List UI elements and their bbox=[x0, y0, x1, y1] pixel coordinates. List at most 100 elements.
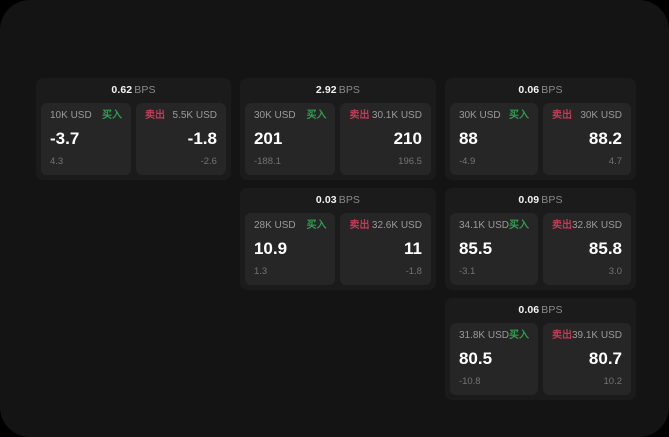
card-spread-header: 0.09 BPS bbox=[450, 194, 631, 208]
buy-side[interactable]: 30K USD 买入 88 -4.9 bbox=[449, 103, 538, 175]
quote-card[interactable]: 2.92 BPS 30K USD 买入 201 -188.1 卖出 bbox=[239, 78, 436, 180]
buy-action-label: 买入 bbox=[306, 110, 327, 121]
sell-side[interactable]: 卖出 39.1K USD 80.7 10.2 bbox=[542, 323, 631, 395]
buy-price: -3.7 bbox=[50, 129, 80, 148]
sell-delta: 196.5 bbox=[398, 156, 422, 167]
sell-delta: -2.6 bbox=[200, 156, 217, 167]
spread-unit: BPS bbox=[338, 194, 361, 206]
buy-action-label: 买入 bbox=[306, 220, 327, 231]
quote-column-2: 2.92 BPS 30K USD 买入 201 -188.1 卖出 bbox=[239, 78, 436, 388]
spread-value: 0.09 bbox=[518, 194, 540, 206]
sell-size-label: 32.6K USD bbox=[371, 220, 422, 231]
spread-value: 0.62 bbox=[111, 84, 133, 96]
sell-size-label: 30K USD bbox=[580, 110, 622, 121]
quote-card[interactable]: 0.09 BPS 34.1K USD 买入 85.5 -3.1 卖出 bbox=[444, 188, 636, 290]
buy-delta: 4.3 bbox=[50, 156, 64, 167]
buy-side[interactable]: 34.1K USD 买入 85.5 -3.1 bbox=[449, 213, 538, 285]
buy-size-label: 28K USD bbox=[253, 220, 296, 231]
buy-price: 85.5 bbox=[458, 239, 493, 258]
buy-price: 201 bbox=[253, 129, 283, 148]
card-spread-header: 0.06 BPS bbox=[450, 304, 631, 318]
sell-size-label: 30.1K USD bbox=[371, 110, 422, 121]
quote-card[interactable]: 0.06 BPS 30K USD 买入 88 -4.9 卖出 bbox=[444, 78, 636, 180]
buy-price: 88 bbox=[458, 129, 478, 148]
card-spread-header: 0.03 BPS bbox=[245, 194, 431, 208]
card-sides: 10K USD 买入 -3.7 4.3 卖出 5.5K USD -1.8 -2.… bbox=[41, 103, 226, 175]
buy-action-label: 买入 bbox=[508, 220, 529, 231]
card-spread-header: 0.62 BPS bbox=[41, 84, 226, 98]
sell-size-label: 5.5K USD bbox=[172, 110, 217, 121]
sell-price: 11 bbox=[403, 239, 422, 258]
quote-card[interactable]: 0.03 BPS 28K USD 买入 10.9 1.3 卖出 bbox=[239, 188, 436, 290]
buy-size-label: 10K USD bbox=[50, 110, 92, 121]
spread-value: 2.92 bbox=[315, 84, 337, 96]
sell-delta: -1.8 bbox=[405, 266, 422, 277]
buy-side-header: 30K USD 买入 bbox=[459, 110, 529, 122]
sell-action-label: 卖出 bbox=[551, 220, 572, 231]
quote-card[interactable]: 0.06 BPS 31.8K USD 买入 80.5 -10.8 卖出 bbox=[444, 298, 636, 400]
buy-size-label: 30K USD bbox=[253, 110, 296, 121]
sell-side[interactable]: 卖出 32.6K USD 11 -1.8 bbox=[340, 213, 431, 285]
quote-column-1: 0.62 BPS 10K USD 买入 -3.7 4.3 卖出 bbox=[36, 78, 231, 388]
sell-delta: 4.7 bbox=[608, 156, 622, 167]
buy-side-header: 31.8K USD 买入 bbox=[459, 330, 529, 342]
spread-unit: BPS bbox=[338, 84, 361, 96]
buy-side-header: 10K USD 买入 bbox=[50, 110, 122, 122]
sell-side[interactable]: 卖出 30.1K USD 210 196.5 bbox=[340, 103, 431, 175]
buy-size-label: 30K USD bbox=[458, 110, 501, 121]
sell-side-header: 卖出 30K USD bbox=[552, 110, 622, 122]
card-sides: 30K USD 买入 201 -188.1 卖出 30.1K USD 210 1… bbox=[244, 103, 431, 175]
buy-delta: -10.8 bbox=[458, 376, 481, 387]
buy-delta: -188.1 bbox=[253, 156, 281, 167]
buy-delta: -3.1 bbox=[458, 266, 476, 277]
card-sides: 28K USD 买入 10.9 1.3 卖出 32.6K USD 11 -1.8 bbox=[244, 213, 431, 285]
buy-side[interactable]: 10K USD 买入 -3.7 4.3 bbox=[41, 103, 131, 175]
sell-delta: 3.0 bbox=[608, 266, 622, 277]
card-sides: 31.8K USD 买入 80.5 -10.8 卖出 39.1K USD 80.… bbox=[449, 323, 631, 395]
sell-price: 210 bbox=[393, 129, 422, 148]
sell-side[interactable]: 卖出 30K USD 88.2 4.7 bbox=[542, 103, 631, 175]
sell-delta: 10.2 bbox=[603, 376, 623, 387]
sell-side-header: 卖出 32.8K USD bbox=[552, 220, 622, 232]
buy-action-label: 买入 bbox=[508, 110, 529, 121]
buy-price: 80.5 bbox=[458, 349, 493, 368]
sell-side-header: 卖出 5.5K USD bbox=[145, 110, 217, 122]
sell-action-label: 卖出 bbox=[551, 110, 572, 121]
sell-side[interactable]: 卖出 5.5K USD -1.8 -2.6 bbox=[135, 103, 226, 175]
sell-price: 88.2 bbox=[588, 129, 622, 148]
buy-action-label: 买入 bbox=[101, 110, 122, 121]
card-spread-header: 0.06 BPS bbox=[450, 84, 631, 98]
spread-value: 0.03 bbox=[315, 194, 337, 206]
sell-action-label: 卖出 bbox=[551, 330, 572, 341]
spread-value: 0.06 bbox=[518, 304, 540, 316]
sell-side-header: 卖出 39.1K USD bbox=[552, 330, 622, 342]
buy-side-header: 30K USD 买入 bbox=[254, 110, 326, 122]
buy-side-header: 28K USD 买入 bbox=[254, 220, 326, 232]
sell-price: -1.8 bbox=[187, 129, 217, 148]
sell-size-label: 39.1K USD bbox=[571, 330, 622, 341]
sell-action-label: 卖出 bbox=[349, 110, 370, 121]
quote-column-3: 0.06 BPS 30K USD 买入 88 -4.9 卖出 bbox=[444, 78, 636, 400]
buy-side[interactable]: 30K USD 买入 201 -188.1 bbox=[244, 103, 336, 175]
sell-action-label: 卖出 bbox=[144, 110, 165, 121]
sell-price: 80.7 bbox=[588, 349, 622, 368]
sell-size-label: 32.8K USD bbox=[571, 220, 622, 231]
buy-size-label: 31.8K USD bbox=[458, 330, 509, 341]
sell-side-header: 卖出 32.6K USD bbox=[349, 220, 421, 232]
spread-unit: BPS bbox=[541, 304, 563, 316]
card-spread-header: 2.92 BPS bbox=[245, 84, 431, 98]
spread-unit: BPS bbox=[541, 84, 563, 96]
sell-price: 85.8 bbox=[588, 239, 622, 258]
buy-delta: -4.9 bbox=[458, 156, 476, 167]
buy-side[interactable]: 28K USD 买入 10.9 1.3 bbox=[244, 213, 336, 285]
sell-action-label: 卖出 bbox=[349, 220, 370, 231]
sell-side[interactable]: 卖出 32.8K USD 85.8 3.0 bbox=[542, 213, 631, 285]
buy-delta: 1.3 bbox=[253, 266, 268, 277]
buy-side[interactable]: 31.8K USD 买入 80.5 -10.8 bbox=[449, 323, 538, 395]
quote-grid: 0.62 BPS 10K USD 买入 -3.7 4.3 卖出 bbox=[36, 78, 636, 400]
spread-value: 0.06 bbox=[518, 84, 540, 96]
quote-card[interactable]: 0.62 BPS 10K USD 买入 -3.7 4.3 卖出 bbox=[36, 78, 231, 180]
buy-price: 10.9 bbox=[253, 239, 288, 258]
buy-action-label: 买入 bbox=[508, 330, 529, 341]
